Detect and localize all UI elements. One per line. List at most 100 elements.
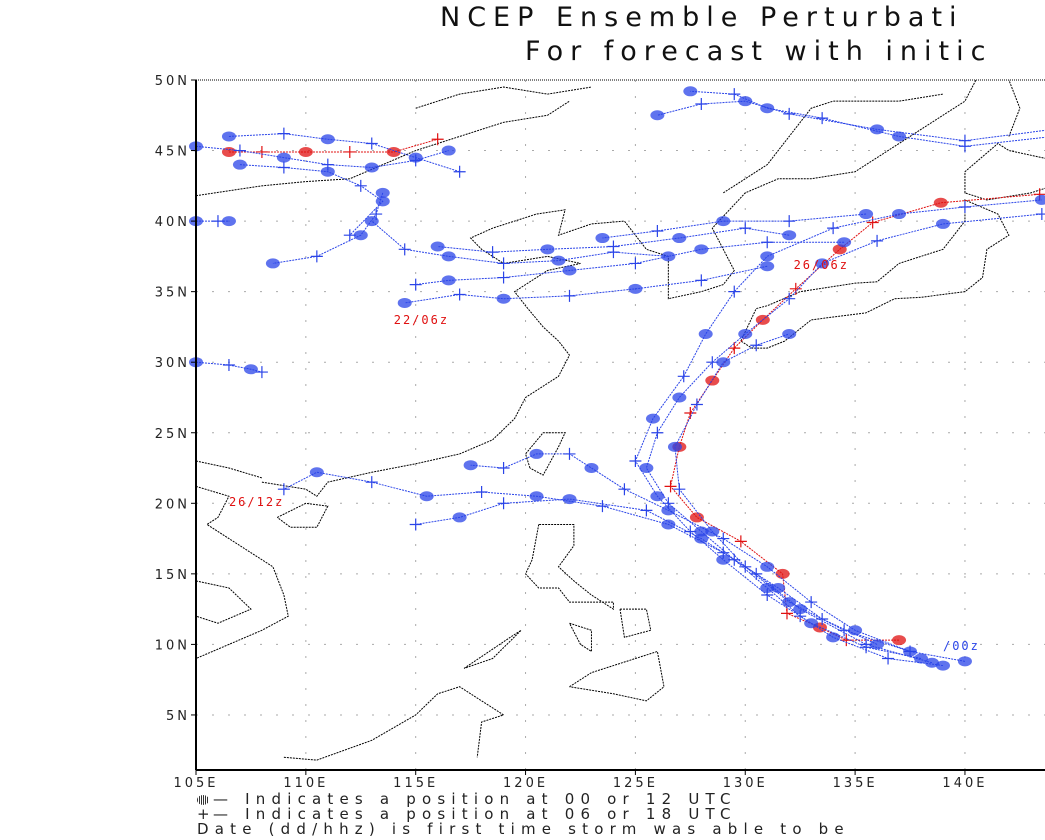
member-track [232, 159, 390, 242]
position-06-18-marker [398, 243, 411, 256]
position-00-12-marker [815, 258, 830, 269]
member-track [639, 208, 1045, 671]
position-06-18-marker [409, 518, 422, 531]
position-06-18-marker [497, 497, 510, 510]
position-00-12-marker [782, 597, 797, 608]
position-00-12-marker [804, 618, 819, 629]
y-tick-label: 25N [155, 427, 190, 442]
y-tick-label: 50N [155, 74, 190, 89]
position-06-18-marker [277, 127, 290, 140]
position-00-12-marker [364, 162, 379, 173]
position-00-12-marker [1034, 194, 1045, 205]
legend-row-synoptic: — Indicates a position at 00 or 12 UTC [197, 792, 737, 807]
position-06-18-marker [233, 144, 246, 157]
position-06-18-marker [728, 285, 741, 298]
coastline [283, 686, 505, 761]
position-00-12-marker [793, 604, 808, 615]
position-00-12-marker [683, 86, 698, 97]
position-00-12-marker [496, 293, 511, 304]
member-track [463, 447, 972, 667]
legend-text-06-18: — Indicates a position at 06 or 18 UTC [213, 805, 737, 823]
y-tick-label: 15N [155, 568, 190, 583]
position-00-12-marker [771, 582, 786, 593]
position-00-12-marker [892, 131, 907, 142]
member-track [409, 236, 852, 291]
position-00-12-marker [760, 251, 775, 262]
position-06-18-marker [409, 278, 422, 291]
coastline [195, 100, 570, 197]
position-06-18-marker [695, 274, 708, 287]
coastline [195, 580, 252, 624]
position-06-18-marker [677, 370, 690, 383]
position-00-12-marker [667, 441, 682, 452]
position-06-18-marker [343, 145, 356, 158]
position-00-12-marker [775, 568, 790, 579]
position-06-18-marker [640, 504, 653, 517]
track-line [228, 133, 460, 173]
position-00-12-marker [716, 216, 731, 227]
track-date-label: 26/06z [794, 258, 849, 272]
x-tick-label: 105E [173, 776, 218, 790]
track-line [415, 241, 845, 286]
position-06-18-marker [497, 257, 510, 270]
position-06-18-marker [789, 282, 802, 295]
position-06-18-marker [486, 246, 499, 259]
x-tick-label: 125E [613, 776, 658, 790]
position-00-12-marker [595, 233, 610, 244]
position-00-12-marker [661, 519, 676, 530]
position-06-18-marker [277, 161, 290, 174]
position-00-12-marker [540, 244, 555, 255]
position-06-18-marker [354, 179, 367, 192]
member-track [667, 328, 918, 657]
track-date-label: 26/12z [229, 495, 284, 509]
mean-track [664, 188, 1045, 647]
position-00-12-marker [760, 261, 775, 272]
position-06-18-marker [739, 560, 752, 573]
member-track [650, 96, 1045, 147]
position-00-12-marker [430, 241, 445, 252]
position-06-18-marker [866, 216, 879, 229]
position-06-18-marker [255, 145, 268, 158]
position-06-18-marker [805, 596, 818, 609]
position-00-12-marker [782, 328, 797, 339]
coastline [261, 79, 977, 497]
track-line [657, 100, 1045, 142]
position-06-18-marker [780, 607, 793, 620]
member-track [595, 209, 874, 244]
position-06-18-marker [684, 406, 697, 419]
position-06-18-marker [695, 97, 708, 110]
grid-lines [196, 80, 1045, 770]
position-00-12-marker [705, 375, 720, 386]
position-06-18-marker [750, 339, 763, 352]
y-tick-label: 30N [155, 356, 190, 371]
position-00-12-marker [375, 187, 390, 198]
position-00-12-marker [232, 159, 247, 170]
position-06-18-marker [651, 426, 664, 439]
position-00-12-marker [639, 463, 654, 474]
x-tick-label: 120E [503, 776, 548, 790]
position-06-18-marker [607, 240, 620, 253]
member-track [430, 222, 797, 259]
coastline [276, 502, 329, 528]
position-00-12-marker [265, 258, 280, 269]
position-00-12-marker [408, 152, 423, 163]
x-tick-label: 110E [283, 776, 328, 790]
position-06-18-marker [664, 480, 677, 493]
y-tick-label: 10N [155, 638, 190, 653]
track-line [371, 220, 669, 264]
position-00-12-marker [441, 275, 456, 286]
position-00-12-marker [924, 657, 939, 668]
coastline [619, 608, 652, 638]
position-06-18-marker [783, 107, 796, 120]
position-00-12-marker [276, 152, 291, 163]
position-06-18-marker [370, 208, 383, 221]
position-06-18-marker [958, 140, 971, 153]
position-06-18-marker [783, 292, 796, 305]
position-00-12-marker [243, 364, 258, 375]
position-00-12-marker [419, 491, 434, 502]
position-00-12-marker [221, 146, 236, 157]
position-00-12-marker [463, 460, 478, 471]
position-06-18-marker [596, 500, 609, 513]
position-06-18-marker [365, 476, 378, 489]
position-06-18-marker [497, 462, 510, 475]
